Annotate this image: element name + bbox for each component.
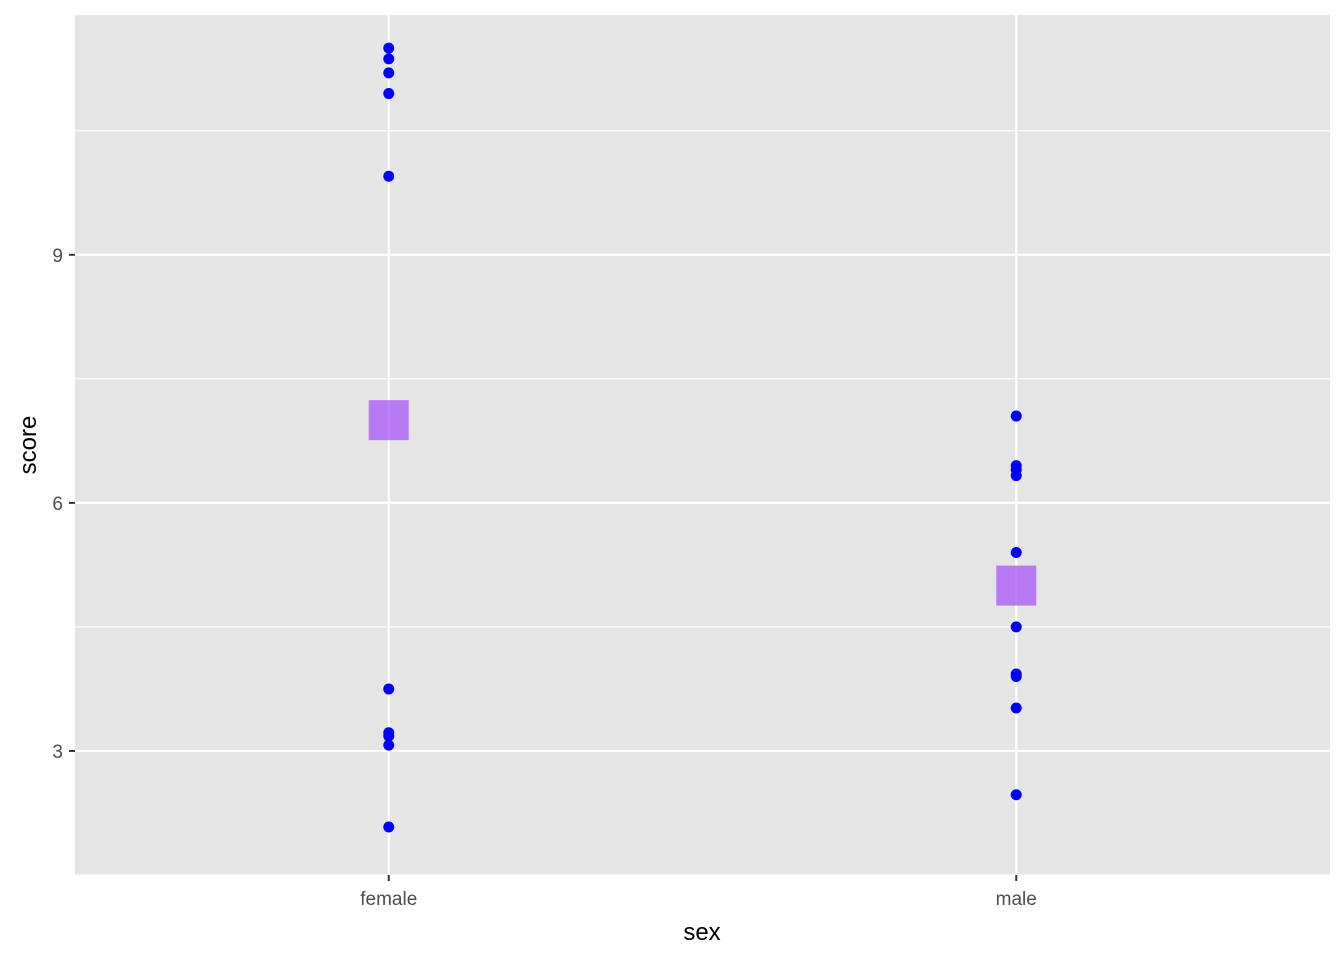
data-point xyxy=(383,683,395,695)
data-point xyxy=(383,170,395,182)
data-point xyxy=(1010,671,1022,683)
major-gridlines xyxy=(75,15,1330,875)
data-point xyxy=(383,42,395,54)
x-tick-label: male xyxy=(996,889,1037,910)
panel-background xyxy=(75,15,1330,875)
data-point xyxy=(1010,621,1022,633)
data-point xyxy=(1010,470,1022,482)
minor-gridlines xyxy=(75,130,1330,876)
mean-marker xyxy=(996,565,1037,606)
data-point xyxy=(383,53,395,65)
data-point xyxy=(383,730,395,742)
y-tick-label: 9 xyxy=(52,246,63,267)
data-point xyxy=(1010,547,1022,558)
x-axis-title: sex xyxy=(683,919,720,946)
data-point xyxy=(383,821,395,833)
data-point xyxy=(383,88,395,100)
y-tick-label: 3 xyxy=(52,742,63,763)
data-point xyxy=(383,739,395,751)
data-point xyxy=(383,67,395,79)
mean-markers xyxy=(368,400,1037,606)
axes: 3 6 9 female male xyxy=(52,246,1036,910)
x-tick-label: female xyxy=(360,889,417,910)
data-point xyxy=(1010,410,1022,422)
data-point xyxy=(1010,702,1022,714)
data-point xyxy=(1010,789,1022,801)
y-axis-title: score xyxy=(15,416,42,475)
mean-marker xyxy=(368,400,409,441)
y-tick-label: 6 xyxy=(52,494,63,515)
data-points xyxy=(383,42,1022,833)
